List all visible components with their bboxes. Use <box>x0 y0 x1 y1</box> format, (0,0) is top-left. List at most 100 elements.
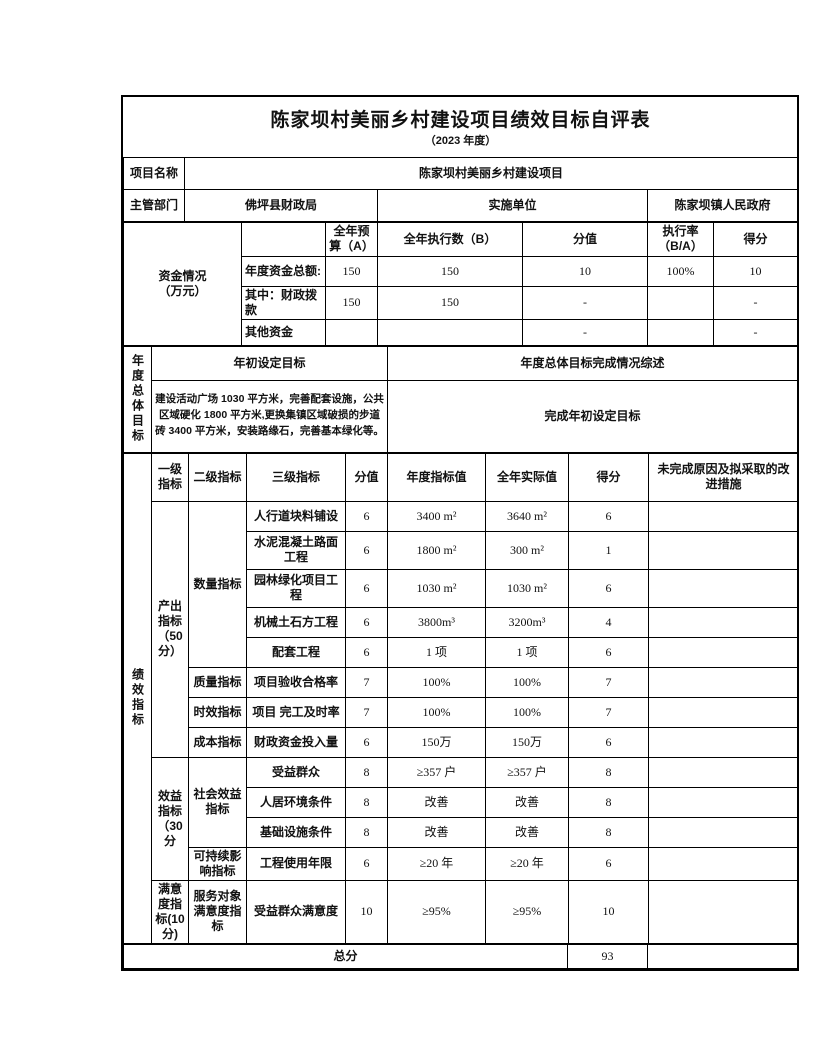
indicator-score: 6 <box>568 636 649 668</box>
table-row: 产出指标（50分） 数量指标 人行道块料铺设 6 3400 m² 3640 m²… <box>124 500 799 758</box>
level2-timeliness: 时效指标 <box>188 696 247 728</box>
total-table: 总分 93 <box>123 943 798 969</box>
rate-value <box>647 285 714 320</box>
goal-summary-text: 完成年初设定目标 <box>387 379 798 453</box>
table-row: 可持续影响指标 工程使用年限 6 ≥20 年 ≥20 年 6 <box>124 846 799 881</box>
indicator-target: 3800m³ <box>387 606 486 638</box>
col-header-points: 分值 <box>345 452 388 502</box>
indicator-target: ≥95% <box>387 879 486 944</box>
remark-cell <box>648 500 799 532</box>
project-name-row: 项目名称 陈家坝村美丽乡村建设项目 <box>123 156 799 190</box>
indicator-name: 工程使用年限 <box>246 846 346 881</box>
title-block: 陈家坝村美丽乡村建设项目绩效目标自评表 （2023 年度） <box>123 97 798 158</box>
page-subtitle: （2023 年度） <box>424 135 497 148</box>
budget-value: 150 <box>325 255 378 287</box>
budget-header: 全年预算（A） <box>325 221 378 257</box>
indicator-actual: 改善 <box>485 786 569 818</box>
remark-cell <box>648 530 799 570</box>
col-header-actual: 全年实际值 <box>485 452 569 502</box>
indicator-actual: 1 项 <box>485 636 569 668</box>
goal-set-header: 年初设定目标 <box>151 345 388 381</box>
exec-value: 150 <box>377 255 523 287</box>
indicator-name: 受益群众 <box>246 756 346 788</box>
indicator-name: 水泥混凝土路面工程 <box>246 530 346 570</box>
funding-row-other: 其他资金 - - <box>124 318 798 346</box>
indicator-target: 150万 <box>387 726 486 758</box>
exec-header: 全年执行数（B） <box>377 221 523 257</box>
indicator-name: 财政资金投入量 <box>246 726 346 758</box>
level2-service-satisfaction: 服务对象满意度指标 <box>188 879 247 944</box>
indicator-target: 100% <box>387 696 486 728</box>
col-header-level3: 三级指标 <box>246 452 346 502</box>
indicator-actual: 1030 m² <box>485 568 569 608</box>
total-label: 总分 <box>123 943 568 969</box>
indicator-actual: ≥95% <box>485 879 569 944</box>
remark-cell <box>648 846 799 881</box>
level2-quality: 质量指标 <box>188 666 247 698</box>
budget-value: 150 <box>325 285 378 320</box>
indicator-points: 8 <box>345 786 388 818</box>
points-value: - <box>522 318 648 346</box>
impl-unit-value: 陈家坝镇人民政府 <box>646 188 799 222</box>
table-row: 时效指标 项目 完工及时率 7 100% 100% 7 <box>124 696 799 728</box>
funding-table: 资金情况 （万元） 全年预算（A） 全年执行数（B） 分值 执行率（B/A） 得… <box>123 221 798 346</box>
exec-value <box>377 318 523 346</box>
points-value: - <box>522 285 648 320</box>
level1-satisfaction-indicators: 满意度指标(10分) <box>151 879 189 944</box>
indicator-score: 1 <box>568 530 649 570</box>
indicator-points: 7 <box>345 696 388 728</box>
goal-set-text: 建设活动广场 1030 平方米，完善配套设施，公共区域硬化 1800 平方米,更… <box>151 379 388 453</box>
indicator-score: 6 <box>568 846 649 881</box>
table-row: 效益指标（30分 社会效益指标 受益群众 8 ≥357 户 ≥357 户 8 <box>124 756 799 881</box>
indicator-score: 6 <box>568 500 649 532</box>
remark-cell <box>648 726 799 758</box>
indicator-actual: 100% <box>485 666 569 698</box>
table-row: 机械土石方工程 6 3800m³ 3200m³ 4 <box>124 606 799 638</box>
self-evaluation-form: 陈家坝村美丽乡村建设项目绩效目标自评表 （2023 年度） 项目名称 陈家坝村美… <box>121 95 799 971</box>
funding-row-label: 其他资金 <box>241 318 326 346</box>
remark-cell <box>648 696 799 728</box>
indicator-points: 6 <box>345 500 388 532</box>
indicator-name: 项目验收合格率 <box>246 666 346 698</box>
indicator-target: 改善 <box>387 816 486 848</box>
indicator-name: 园林绿化项目工程 <box>246 568 346 608</box>
level1-output-indicators: 产出指标（50分） <box>151 500 189 758</box>
level1-benefit-indicators: 效益指标（30分 <box>151 756 189 881</box>
indicators-section-label: 绩效指标 <box>123 452 152 944</box>
funding-row-label: 年度资金总额: <box>241 255 326 287</box>
goal-header-row: 年度总体目标 年初设定目标 年度总体目标完成情况综述 <box>123 345 798 453</box>
indicator-points: 6 <box>345 726 388 758</box>
indicator-actual: ≥357 户 <box>485 756 569 788</box>
indicator-target: 3400 m² <box>387 500 486 532</box>
project-name-value: 陈家坝村美丽乡村建设项目 <box>183 156 799 190</box>
indicator-actual: 100% <box>485 696 569 728</box>
rate-value: 100% <box>647 255 714 287</box>
indicator-actual: 改善 <box>485 816 569 848</box>
indicator-actual: 150万 <box>485 726 569 758</box>
indicator-target: 1030 m² <box>387 568 486 608</box>
score-header: 得分 <box>713 221 798 257</box>
col-header-level1: 一级指标 <box>151 452 189 502</box>
indicator-target: 改善 <box>387 786 486 818</box>
goal-summary-header: 年度总体目标完成情况综述 <box>387 345 798 381</box>
project-name-label: 项目名称 <box>123 156 185 190</box>
budget-value <box>325 318 378 346</box>
rate-value <box>647 318 714 346</box>
points-value: 10 <box>522 255 648 287</box>
dept-value: 佛坪县财政局 <box>184 188 378 222</box>
indicator-points: 6 <box>345 530 388 570</box>
goal-content-row: 建设活动广场 1030 平方米，完善配套设施，公共区域硬化 1800 平方米,更… <box>124 379 798 453</box>
total-row: 总分 93 <box>123 943 798 969</box>
indicator-points: 6 <box>345 846 388 881</box>
col-header-target: 年度指标值 <box>387 452 486 502</box>
table-row: 质量指标 项目验收合格率 7 100% 100% 7 <box>124 666 799 698</box>
indicator-points: 8 <box>345 756 388 788</box>
funding-section-label: 资金情况 （万元） <box>123 221 242 346</box>
goal-section-label: 年度总体目标 <box>123 345 152 453</box>
indicator-name: 配套工程 <box>246 636 346 668</box>
rate-header: 执行率（B/A） <box>647 221 714 257</box>
total-remark-cell <box>647 943 798 969</box>
indicator-actual: 3200m³ <box>485 606 569 638</box>
points-header: 分值 <box>522 221 648 257</box>
total-score: 93 <box>567 943 648 969</box>
